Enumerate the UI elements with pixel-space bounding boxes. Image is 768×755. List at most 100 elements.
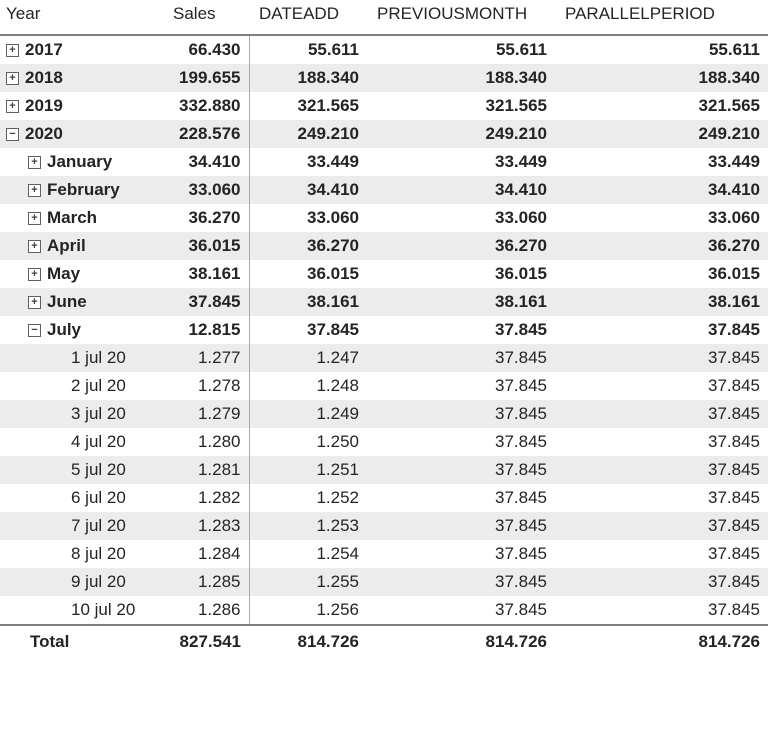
cell-sales: 1.284 — [163, 540, 249, 568]
table-row[interactable]: May38.16136.01536.01536.015 — [0, 260, 768, 288]
cell-parallelperiod: 37.845 — [555, 344, 768, 372]
cell-previousmonth: 37.845 — [367, 540, 555, 568]
header-year[interactable]: Year — [0, 0, 163, 35]
row-label: 7 jul 20 — [71, 516, 126, 536]
table-row[interactable]: 7 jul 201.2831.25337.84537.845 — [0, 512, 768, 540]
cell-parallelperiod: 33.449 — [555, 148, 768, 176]
cell-dateadd: 33.449 — [249, 148, 367, 176]
cell-dateadd: 1.254 — [249, 540, 367, 568]
expand-icon[interactable] — [28, 212, 41, 225]
cell-sales: 1.285 — [163, 568, 249, 596]
header-row: Year Sales DATEADD PREVIOUSMONTH PARALLE… — [0, 0, 768, 35]
cell-sales: 1.280 — [163, 428, 249, 456]
cell-parallelperiod: 321.565 — [555, 92, 768, 120]
indent-spacer — [52, 352, 65, 365]
table-row[interactable]: February33.06034.41034.41034.410 — [0, 176, 768, 204]
cell-sales: 1.278 — [163, 372, 249, 400]
cell-dateadd: 249.210 — [249, 120, 367, 148]
indent-spacer — [52, 436, 65, 449]
expand-icon[interactable] — [28, 156, 41, 169]
row-label: 2020 — [25, 124, 63, 144]
table-row[interactable]: April36.01536.27036.27036.270 — [0, 232, 768, 260]
indent-spacer — [52, 576, 65, 589]
row-label: 2019 — [25, 96, 63, 116]
cell-sales: 199.655 — [163, 64, 249, 92]
table-row[interactable]: 6 jul 201.2821.25237.84537.845 — [0, 484, 768, 512]
table-row[interactable]: 4 jul 201.2801.25037.84537.845 — [0, 428, 768, 456]
cell-previousmonth: 33.060 — [367, 204, 555, 232]
table-row[interactable]: 8 jul 201.2841.25437.84537.845 — [0, 540, 768, 568]
cell-dateadd: 36.015 — [249, 260, 367, 288]
total-previousmonth: 814.726 — [367, 625, 555, 658]
table-row[interactable]: July12.81537.84537.84537.845 — [0, 316, 768, 344]
cell-previousmonth: 37.845 — [367, 400, 555, 428]
table-row[interactable]: 5 jul 201.2811.25137.84537.845 — [0, 456, 768, 484]
cell-dateadd: 34.410 — [249, 176, 367, 204]
table-row[interactable]: 201766.43055.61155.61155.611 — [0, 35, 768, 64]
cell-parallelperiod: 37.845 — [555, 316, 768, 344]
collapse-icon[interactable] — [28, 324, 41, 337]
table-row[interactable]: June37.84538.16138.16138.161 — [0, 288, 768, 316]
expand-icon[interactable] — [6, 44, 19, 57]
cell-previousmonth: 37.845 — [367, 484, 555, 512]
header-dateadd[interactable]: DATEADD — [249, 0, 367, 35]
expand-icon[interactable] — [28, 184, 41, 197]
row-label: 2018 — [25, 68, 63, 88]
cell-dateadd: 1.255 — [249, 568, 367, 596]
cell-dateadd: 1.253 — [249, 512, 367, 540]
table-row[interactable]: 2020228.576249.210249.210249.210 — [0, 120, 768, 148]
total-parallelperiod: 814.726 — [555, 625, 768, 658]
expand-icon[interactable] — [6, 100, 19, 113]
total-row: Total 827.541 814.726 814.726 814.726 — [0, 625, 768, 658]
cell-sales: 33.060 — [163, 176, 249, 204]
expand-icon[interactable] — [28, 296, 41, 309]
row-label: 4 jul 20 — [71, 432, 126, 452]
table-row[interactable]: 2018199.655188.340188.340188.340 — [0, 64, 768, 92]
cell-sales: 37.845 — [163, 288, 249, 316]
cell-dateadd: 1.251 — [249, 456, 367, 484]
table-row[interactable]: 1 jul 201.2771.24737.84537.845 — [0, 344, 768, 372]
expand-icon[interactable] — [28, 268, 41, 281]
table-row[interactable]: 2 jul 201.2781.24837.84537.845 — [0, 372, 768, 400]
cell-previousmonth: 37.845 — [367, 456, 555, 484]
cell-sales: 228.576 — [163, 120, 249, 148]
cell-dateadd: 1.248 — [249, 372, 367, 400]
table-row[interactable]: 3 jul 201.2791.24937.84537.845 — [0, 400, 768, 428]
cell-dateadd: 36.270 — [249, 232, 367, 260]
pivot-matrix: Year Sales DATEADD PREVIOUSMONTH PARALLE… — [0, 0, 768, 658]
collapse-icon[interactable] — [6, 128, 19, 141]
header-parallelperiod[interactable]: PARALLELPERIOD — [555, 0, 768, 35]
cell-dateadd: 38.161 — [249, 288, 367, 316]
cell-parallelperiod: 37.845 — [555, 568, 768, 596]
indent-spacer — [52, 408, 65, 421]
cell-parallelperiod: 188.340 — [555, 64, 768, 92]
table-row[interactable]: 9 jul 201.2851.25537.84537.845 — [0, 568, 768, 596]
total-sales: 827.541 — [163, 625, 249, 658]
table-row[interactable]: March36.27033.06033.06033.060 — [0, 204, 768, 232]
expand-icon[interactable] — [28, 240, 41, 253]
row-label: 9 jul 20 — [71, 572, 126, 592]
cell-sales: 12.815 — [163, 316, 249, 344]
row-label: 6 jul 20 — [71, 488, 126, 508]
table-row[interactable]: January34.41033.44933.44933.449 — [0, 148, 768, 176]
cell-sales: 36.270 — [163, 204, 249, 232]
cell-previousmonth: 188.340 — [367, 64, 555, 92]
row-label: 5 jul 20 — [71, 460, 126, 480]
cell-previousmonth: 37.845 — [367, 428, 555, 456]
cell-previousmonth: 249.210 — [367, 120, 555, 148]
cell-previousmonth: 37.845 — [367, 568, 555, 596]
table-row[interactable]: 10 jul 201.2861.25637.84537.845 — [0, 596, 768, 625]
cell-parallelperiod: 37.845 — [555, 540, 768, 568]
expand-icon[interactable] — [6, 72, 19, 85]
cell-parallelperiod: 36.015 — [555, 260, 768, 288]
header-previousmonth[interactable]: PREVIOUSMONTH — [367, 0, 555, 35]
row-label: 8 jul 20 — [71, 544, 126, 564]
cell-parallelperiod: 34.410 — [555, 176, 768, 204]
table-row[interactable]: 2019332.880321.565321.565321.565 — [0, 92, 768, 120]
cell-sales: 36.015 — [163, 232, 249, 260]
cell-dateadd: 1.250 — [249, 428, 367, 456]
indent-spacer — [52, 464, 65, 477]
header-sales[interactable]: Sales — [163, 0, 249, 35]
row-label: 3 jul 20 — [71, 404, 126, 424]
cell-parallelperiod: 33.060 — [555, 204, 768, 232]
